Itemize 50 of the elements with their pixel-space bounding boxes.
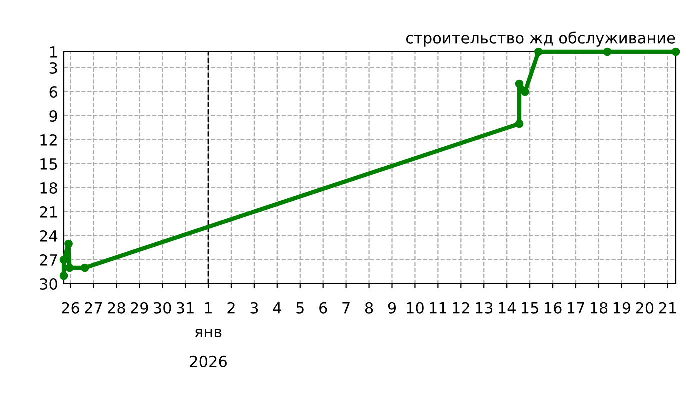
point: [60, 256, 68, 264]
x-tick-label: 19: [614, 302, 631, 314]
y-tick-label: 18: [40, 182, 58, 194]
y-tick-label: 15: [40, 158, 58, 170]
x-tick-label: 16: [544, 302, 562, 314]
x-tick-label: 14: [499, 302, 516, 314]
point: [672, 48, 680, 56]
x-tick-label: 4: [273, 302, 282, 314]
x-tick-label: 30: [154, 302, 172, 314]
x-tick-label: 28: [108, 302, 126, 314]
x-tick-label: 29: [131, 302, 148, 314]
chart-title: строительство жд обслуживание: [406, 32, 676, 47]
y-tick-label: 1: [50, 46, 58, 58]
y-tick-label: 3: [50, 62, 58, 74]
y-tick-label: 27: [40, 254, 58, 266]
x-tick-label: 12: [453, 302, 470, 314]
x-tick-label: 26: [62, 302, 80, 314]
x-tick-label: 8: [365, 302, 374, 314]
x-tick-label: 10: [407, 302, 424, 314]
x-tick-label: 21: [659, 302, 676, 314]
point: [80, 264, 90, 272]
y-tick-label: 30: [40, 278, 58, 290]
point: [60, 272, 68, 280]
y-tick-label: 9: [50, 110, 58, 122]
x-tick-label: 5: [296, 302, 304, 314]
x-tick-label: 20: [636, 302, 654, 314]
y-tick-label: 21: [40, 206, 58, 218]
y-tick-label: 6: [50, 86, 58, 98]
point: [603, 48, 612, 56]
x-tick-label: 27: [85, 302, 102, 314]
point: [515, 120, 524, 128]
x-tick-label: 3: [250, 302, 258, 314]
y-tick-label: 12: [40, 134, 57, 146]
x-tick-label: 17: [568, 302, 584, 314]
point: [515, 80, 524, 88]
x-tick-label: 7: [342, 302, 350, 314]
point: [66, 264, 74, 272]
x-tick-label: 13: [476, 302, 493, 314]
point: [534, 48, 543, 56]
x-tick-label: 1: [205, 302, 212, 314]
y-tick-label: 24: [40, 230, 58, 242]
x-tick-label: 9: [388, 302, 396, 314]
x-tick-label: 31: [176, 302, 194, 314]
text: янв 2026: [190, 329, 227, 368]
x-tick-label: 2: [228, 302, 235, 314]
x-tick-label: 15: [522, 302, 538, 314]
x-tick-label: 11: [430, 302, 446, 314]
x-tick-label: 6: [320, 302, 328, 314]
x-tick-label: 18: [590, 302, 608, 314]
point: [64, 240, 73, 248]
